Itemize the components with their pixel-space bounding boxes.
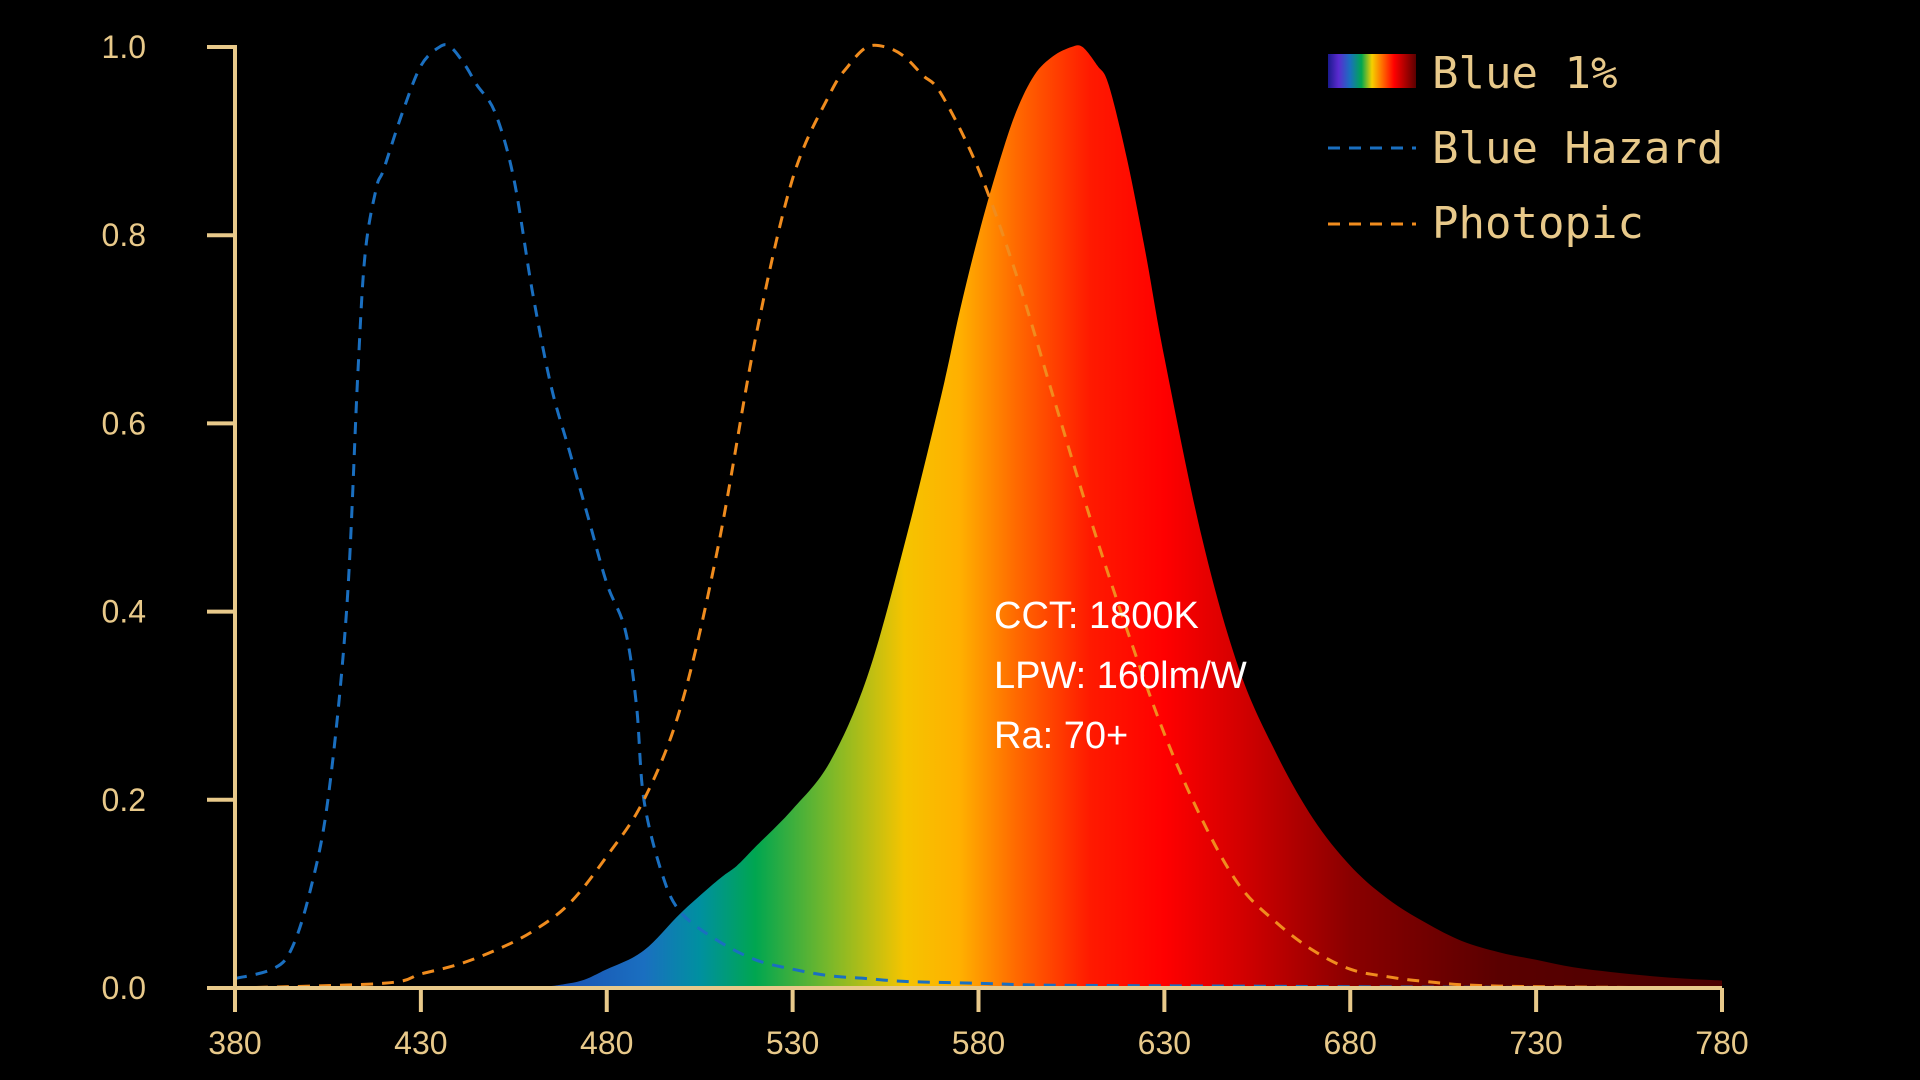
- series-blue-hazard-line: [234, 43, 1723, 990]
- legend-item-photopic: Photopic: [1328, 198, 1644, 249]
- series-photopic-line: [234, 43, 1723, 990]
- y-tick-label: 0.2: [102, 782, 146, 818]
- x-tick-label: 380: [208, 1025, 261, 1061]
- x-tick-label: 630: [1138, 1025, 1191, 1061]
- x-tick-label: 480: [580, 1025, 633, 1061]
- legend-item-blue-hazard: Blue Hazard: [1328, 123, 1723, 174]
- x-tick-label: 580: [952, 1025, 1005, 1061]
- y-tick-label: 0.4: [102, 594, 146, 630]
- y-tick-label: 0.6: [102, 405, 146, 441]
- plot-area: [235, 45, 1722, 989]
- x-tick-label: 680: [1324, 1025, 1377, 1061]
- legend-label-blue-hazard: Blue Hazard: [1432, 123, 1723, 174]
- legend-label-photopic: Photopic: [1432, 198, 1644, 249]
- x-tick-label: 530: [766, 1025, 819, 1061]
- annotation-block: CCT: 1800K LPW: 160lm/W Ra: 70+: [994, 595, 1247, 757]
- legend: Blue 1% Blue Hazard Photopic: [1328, 48, 1723, 249]
- y-tick-label: 0.8: [102, 217, 146, 253]
- series-blue-1-area: [235, 45, 1722, 989]
- annotation-lpw: LPW: 160lm/W: [994, 655, 1247, 697]
- annotation-ra: Ra: 70+: [994, 715, 1128, 757]
- axes: 380 430 480 530 580 630 680 730 780 0.0 0.2 0.4 0.6 0…: [102, 29, 1749, 1061]
- x-tick-label: 780: [1695, 1025, 1748, 1061]
- x-tick-label: 730: [1509, 1025, 1562, 1061]
- legend-item-blue-1: Blue 1%: [1328, 48, 1617, 99]
- y-tick-label: 0.0: [102, 970, 146, 1006]
- curve-layer: [234, 43, 1723, 990]
- annotation-cct: CCT: 1800K: [994, 595, 1199, 637]
- legend-swatch-spectrum: [1328, 54, 1416, 88]
- x-tick-label: 430: [394, 1025, 447, 1061]
- legend-label-blue-1: Blue 1%: [1432, 48, 1617, 99]
- y-tick-label: 1.0: [102, 29, 146, 65]
